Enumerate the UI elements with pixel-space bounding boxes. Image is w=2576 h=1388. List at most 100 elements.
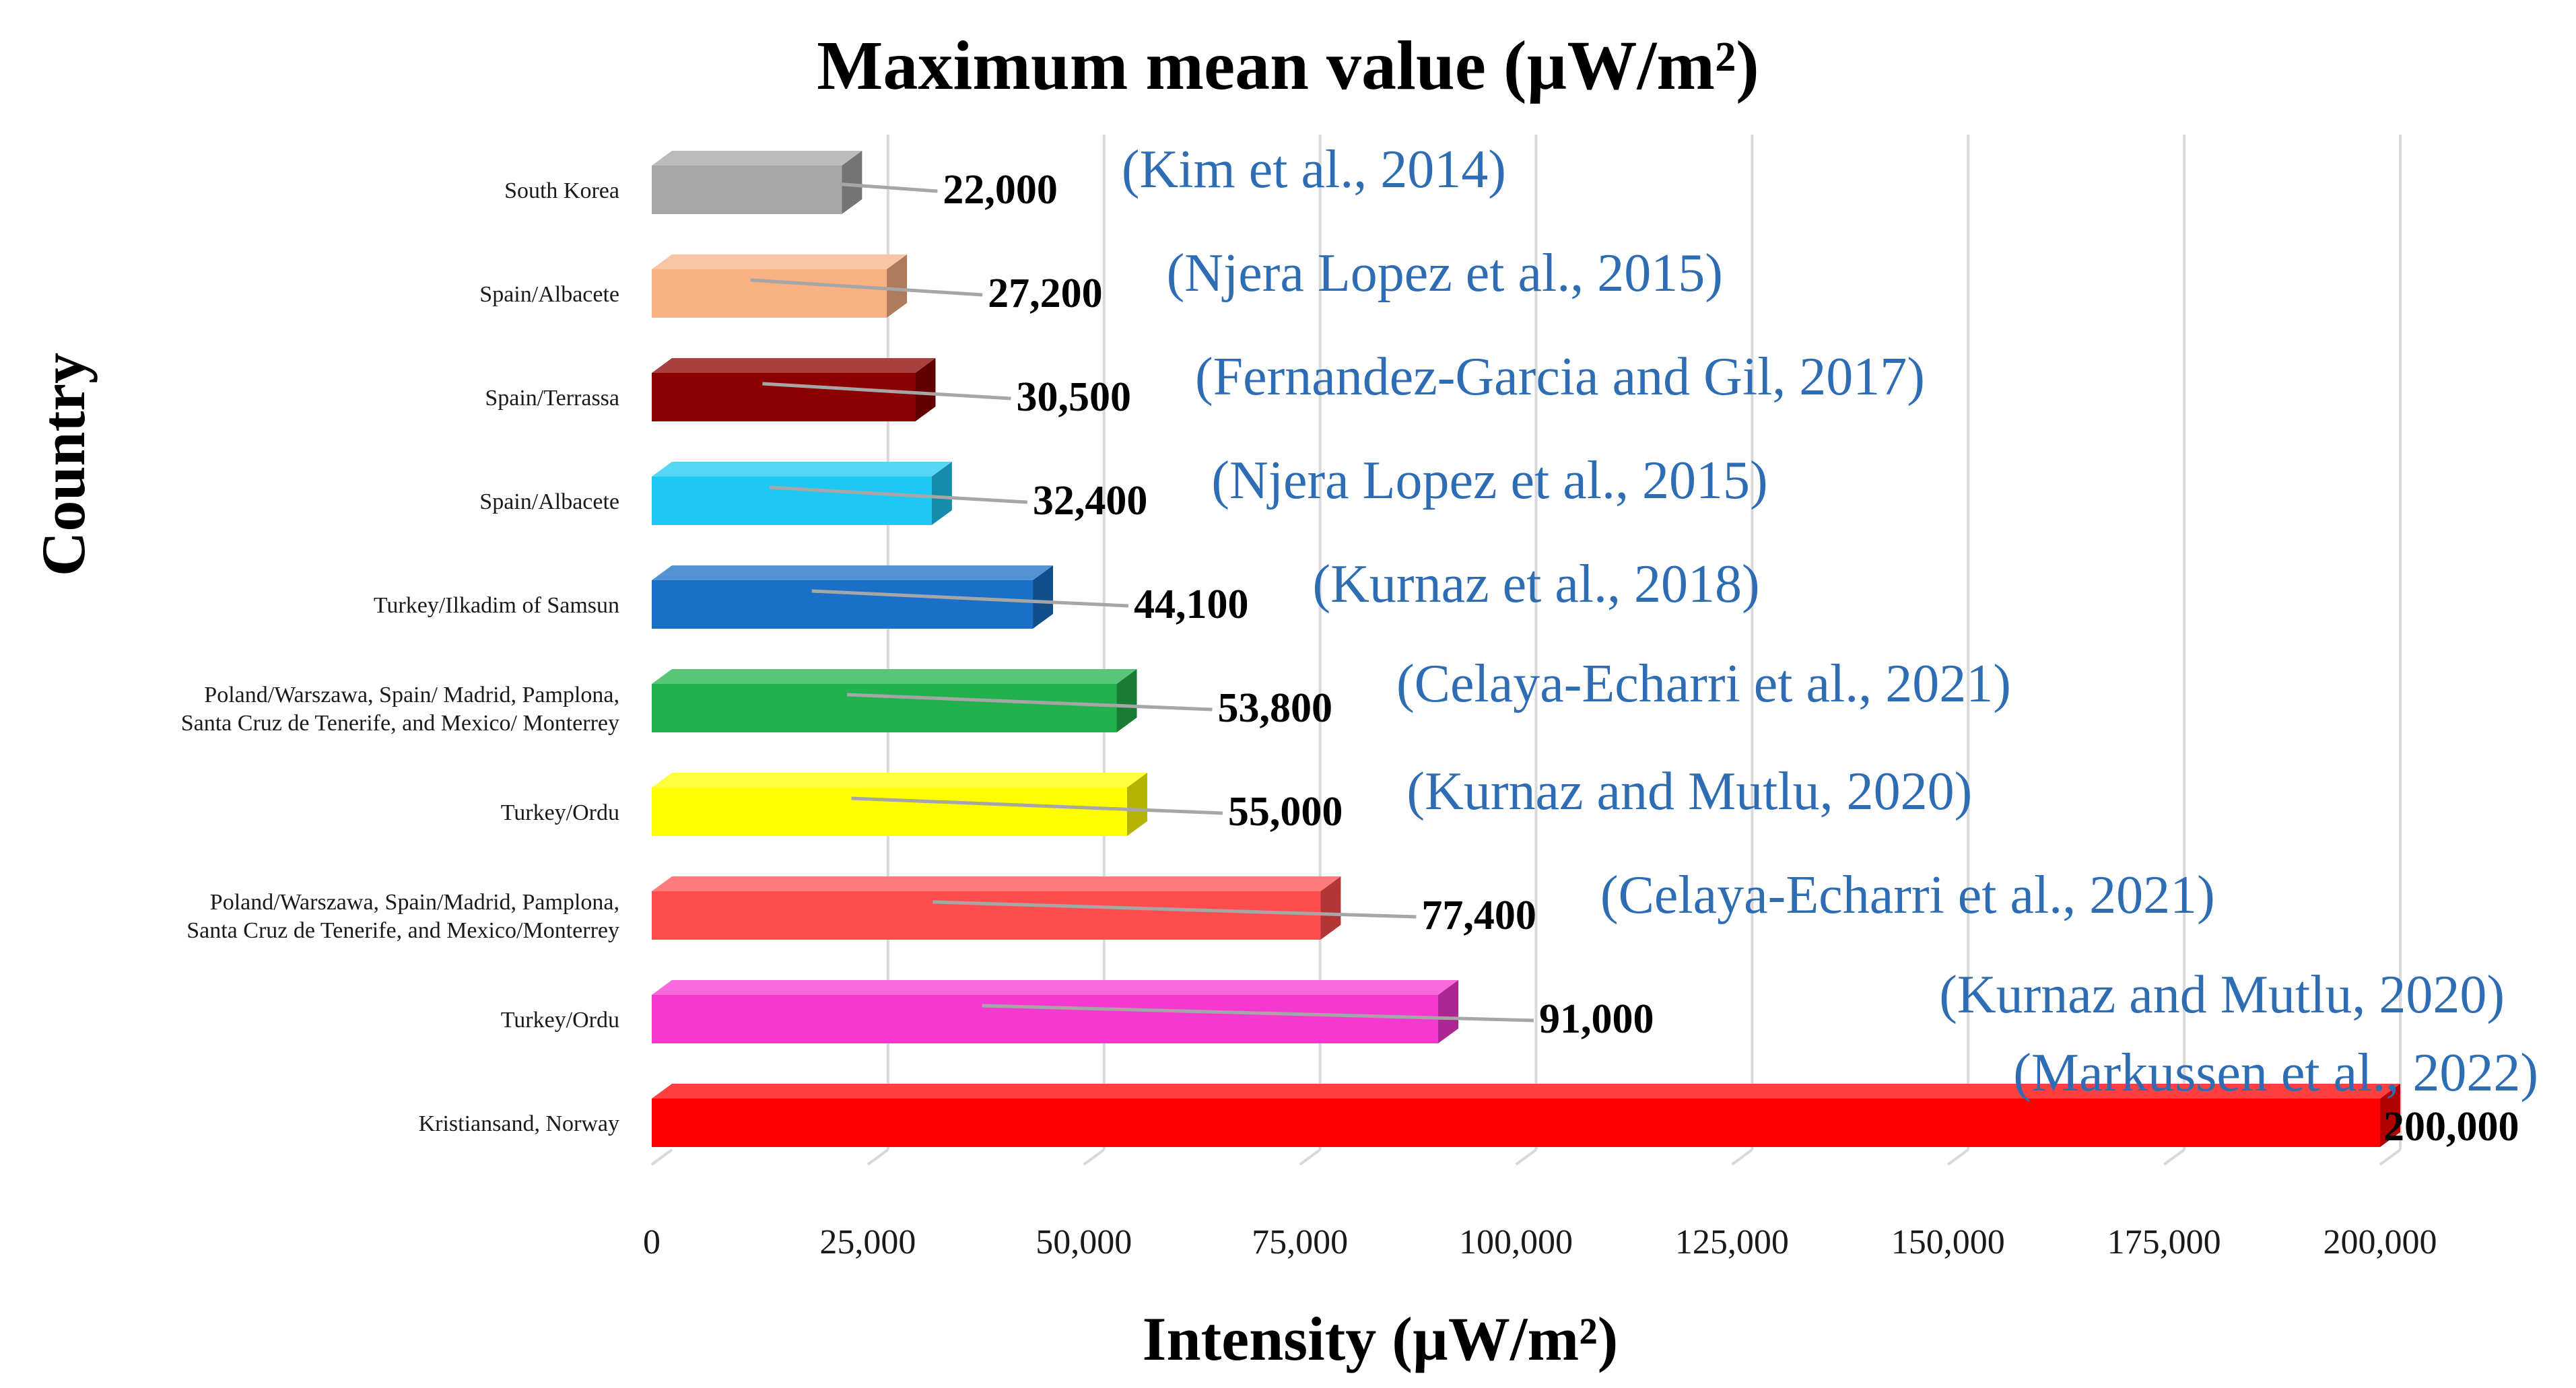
category-label: Spain/Albacete [479, 489, 619, 514]
bar-end-face [1320, 876, 1341, 940]
category-label: Turkey/Ordu [501, 800, 619, 825]
bar-end-face [842, 151, 862, 214]
leader-line [769, 485, 1027, 504]
bar-group [652, 151, 862, 214]
bar-group [652, 980, 1458, 1043]
reference-label: (Celaya-Echarri et al., 2021) [1600, 866, 2215, 925]
bar [652, 1099, 2380, 1147]
category-label: Santa Cruz de Tenerife, and Mexico/Monte… [187, 918, 619, 943]
bar [652, 684, 1117, 732]
bar-top-face [652, 151, 862, 166]
bar-top-face [652, 358, 936, 373]
leader-line [933, 900, 1417, 919]
bar [652, 477, 932, 525]
gridline-floor [867, 1148, 889, 1166]
bar-top-face [652, 773, 1147, 788]
gridline-floor [1299, 1148, 1321, 1166]
bar-group [652, 462, 952, 525]
value-label: 55,000 [1228, 789, 1343, 835]
x-tick-label: 175,000 [2107, 1223, 2221, 1261]
bar-end-face [1116, 669, 1137, 732]
reference-label: (Markussen et al., 2022) [2013, 1043, 2538, 1103]
reference-label: (Celaya-Echarri et al., 2021) [1396, 654, 2011, 714]
reference-label: (Fernandez-Garcia and Gil, 2017) [1195, 347, 1925, 407]
labels: South Korea 22,000 (Kim et al., 2014) Spain… [181, 140, 2538, 1150]
gridline-floor [2163, 1148, 2185, 1166]
bar [652, 166, 842, 214]
category-label: South Korea [504, 178, 619, 203]
bar [652, 891, 1321, 940]
category-label: Poland/Warszawa, Spain/ Madrid, Pamplona… [204, 683, 619, 707]
x-axis-title: Intensity (µW/m²) [1143, 1305, 1619, 1373]
bar [652, 788, 1127, 836]
reference-label: (Njera Lopez et al., 2015) [1167, 244, 1723, 303]
bar-top-face [652, 876, 1341, 891]
bar-end-face [1437, 980, 1458, 1043]
x-tick-label: 150,000 [1891, 1223, 2005, 1261]
reference-label: (Njera Lopez et al., 2015) [1211, 451, 1767, 510]
x-tick-label: 200,000 [2324, 1223, 2437, 1261]
axis-floor-edge [650, 1148, 673, 1166]
leader-line [762, 382, 1011, 401]
value-label: 30,500 [1016, 374, 1131, 420]
category-label: Santa Cruz de Tenerife, and Mexico/ Mont… [181, 711, 619, 736]
bar-top-face [652, 980, 1458, 995]
reference-label: (Kurnaz and Mutlu, 2020) [1939, 965, 2505, 1025]
bar-end-face [887, 254, 908, 318]
bar-top-face [652, 254, 908, 269]
leader-line [750, 278, 983, 297]
x-axis-ticks: 0 25,000 50,000 75,000 100,000 125,000 150,000… [643, 1223, 2437, 1261]
bar-top-face [652, 669, 1137, 684]
bar-end-face [1033, 565, 1054, 629]
x-tick-label: 75,000 [1252, 1223, 1348, 1261]
x-tick-label: 50,000 [1036, 1223, 1132, 1261]
bar-group [652, 876, 1341, 940]
category-label: Poland/Warszawa, Spain/Madrid, Pamplona, [210, 890, 619, 915]
bar [652, 269, 887, 318]
reference-label: (Kurnaz et al., 2018) [1313, 555, 1760, 614]
x-tick-label: 100,000 [1459, 1223, 1573, 1261]
bar-group [652, 1084, 2400, 1147]
gridline-floor [2379, 1148, 2402, 1166]
reference-label: (Kurnaz and Mutlu, 2020) [1406, 762, 1972, 821]
value-label: 44,100 [1134, 582, 1249, 627]
value-label: 91,000 [1539, 996, 1654, 1042]
bar-top-face [652, 1084, 2400, 1099]
bar-group [652, 565, 1054, 629]
bar [652, 580, 1033, 629]
y-axis-title: Country [29, 353, 98, 576]
value-label: 32,400 [1033, 478, 1148, 524]
leader-lines [731, 174, 1534, 1022]
leader-line [851, 796, 1223, 815]
bar-group [652, 254, 908, 318]
bar-end-face [1126, 773, 1147, 836]
category-label: Spain/Albacete [479, 282, 619, 307]
bar-group [652, 669, 1137, 732]
bar [652, 995, 1438, 1043]
category-label: Turkey/Ordu [501, 1008, 619, 1033]
bar-end-face [931, 462, 952, 525]
x-tick-label: 0 [643, 1223, 660, 1261]
value-label: 53,800 [1218, 685, 1333, 731]
bar-group [652, 358, 936, 421]
bar-end-face [2380, 1084, 2400, 1147]
bar-end-face [915, 358, 936, 421]
leader-line [811, 589, 1129, 608]
category-label: Kristiansand, Norway [419, 1111, 619, 1136]
bar [652, 373, 916, 421]
value-label: 77,400 [1421, 893, 1536, 938]
gridline-floor [1083, 1148, 1105, 1166]
bar-group [652, 773, 1147, 836]
bar-top-face [652, 565, 1054, 580]
category-label: Turkey/Ilkadim of Samsun [374, 593, 619, 618]
value-label: 27,200 [988, 271, 1103, 316]
chart-title: Maximum mean value (µW/m²) [817, 27, 1759, 104]
gridline-floor [1515, 1148, 1537, 1166]
value-label: 22,000 [943, 167, 1058, 213]
leader-line [846, 693, 1213, 712]
leader-line [982, 1004, 1534, 1022]
reference-label: (Kim et al., 2014) [1122, 140, 1506, 199]
x-tick-label: 125,000 [1675, 1223, 1789, 1261]
value-label: 200,000 [2383, 1104, 2519, 1150]
